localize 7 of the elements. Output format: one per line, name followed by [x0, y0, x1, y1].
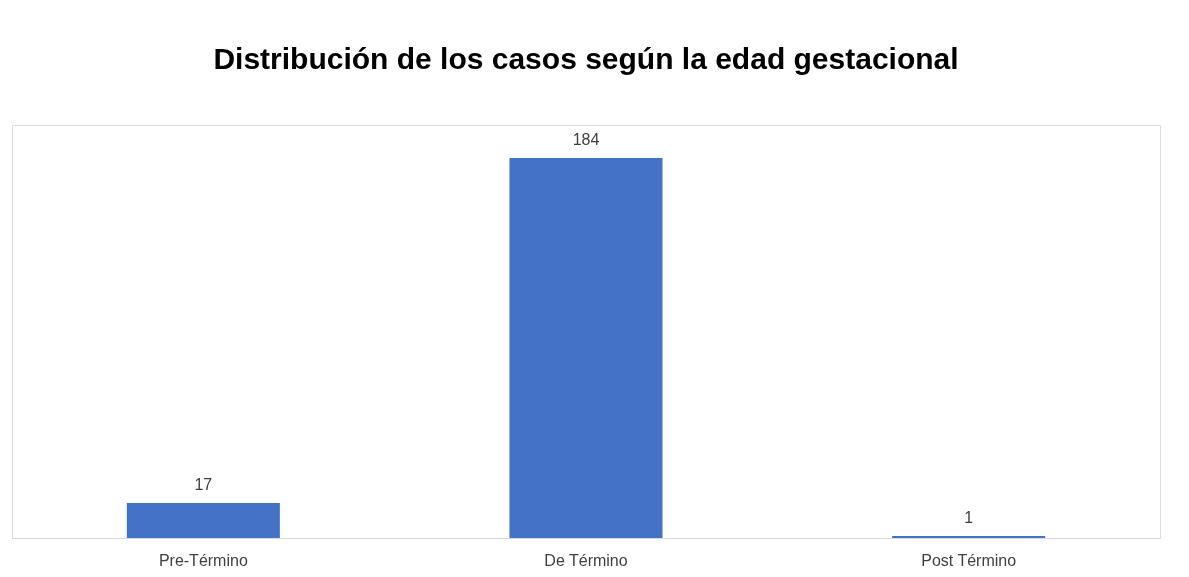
data-label: 1: [964, 508, 974, 526]
chart-title: Distribución de los casos según la edad gestacional: [213, 42, 959, 75]
x-tick-label: Pre-Término: [158, 551, 248, 569]
data-label: 184: [572, 131, 600, 149]
x-tick-label: Post Término: [921, 551, 1017, 569]
data-label: 17: [194, 475, 213, 493]
x-tick-label: De Término: [544, 551, 628, 569]
